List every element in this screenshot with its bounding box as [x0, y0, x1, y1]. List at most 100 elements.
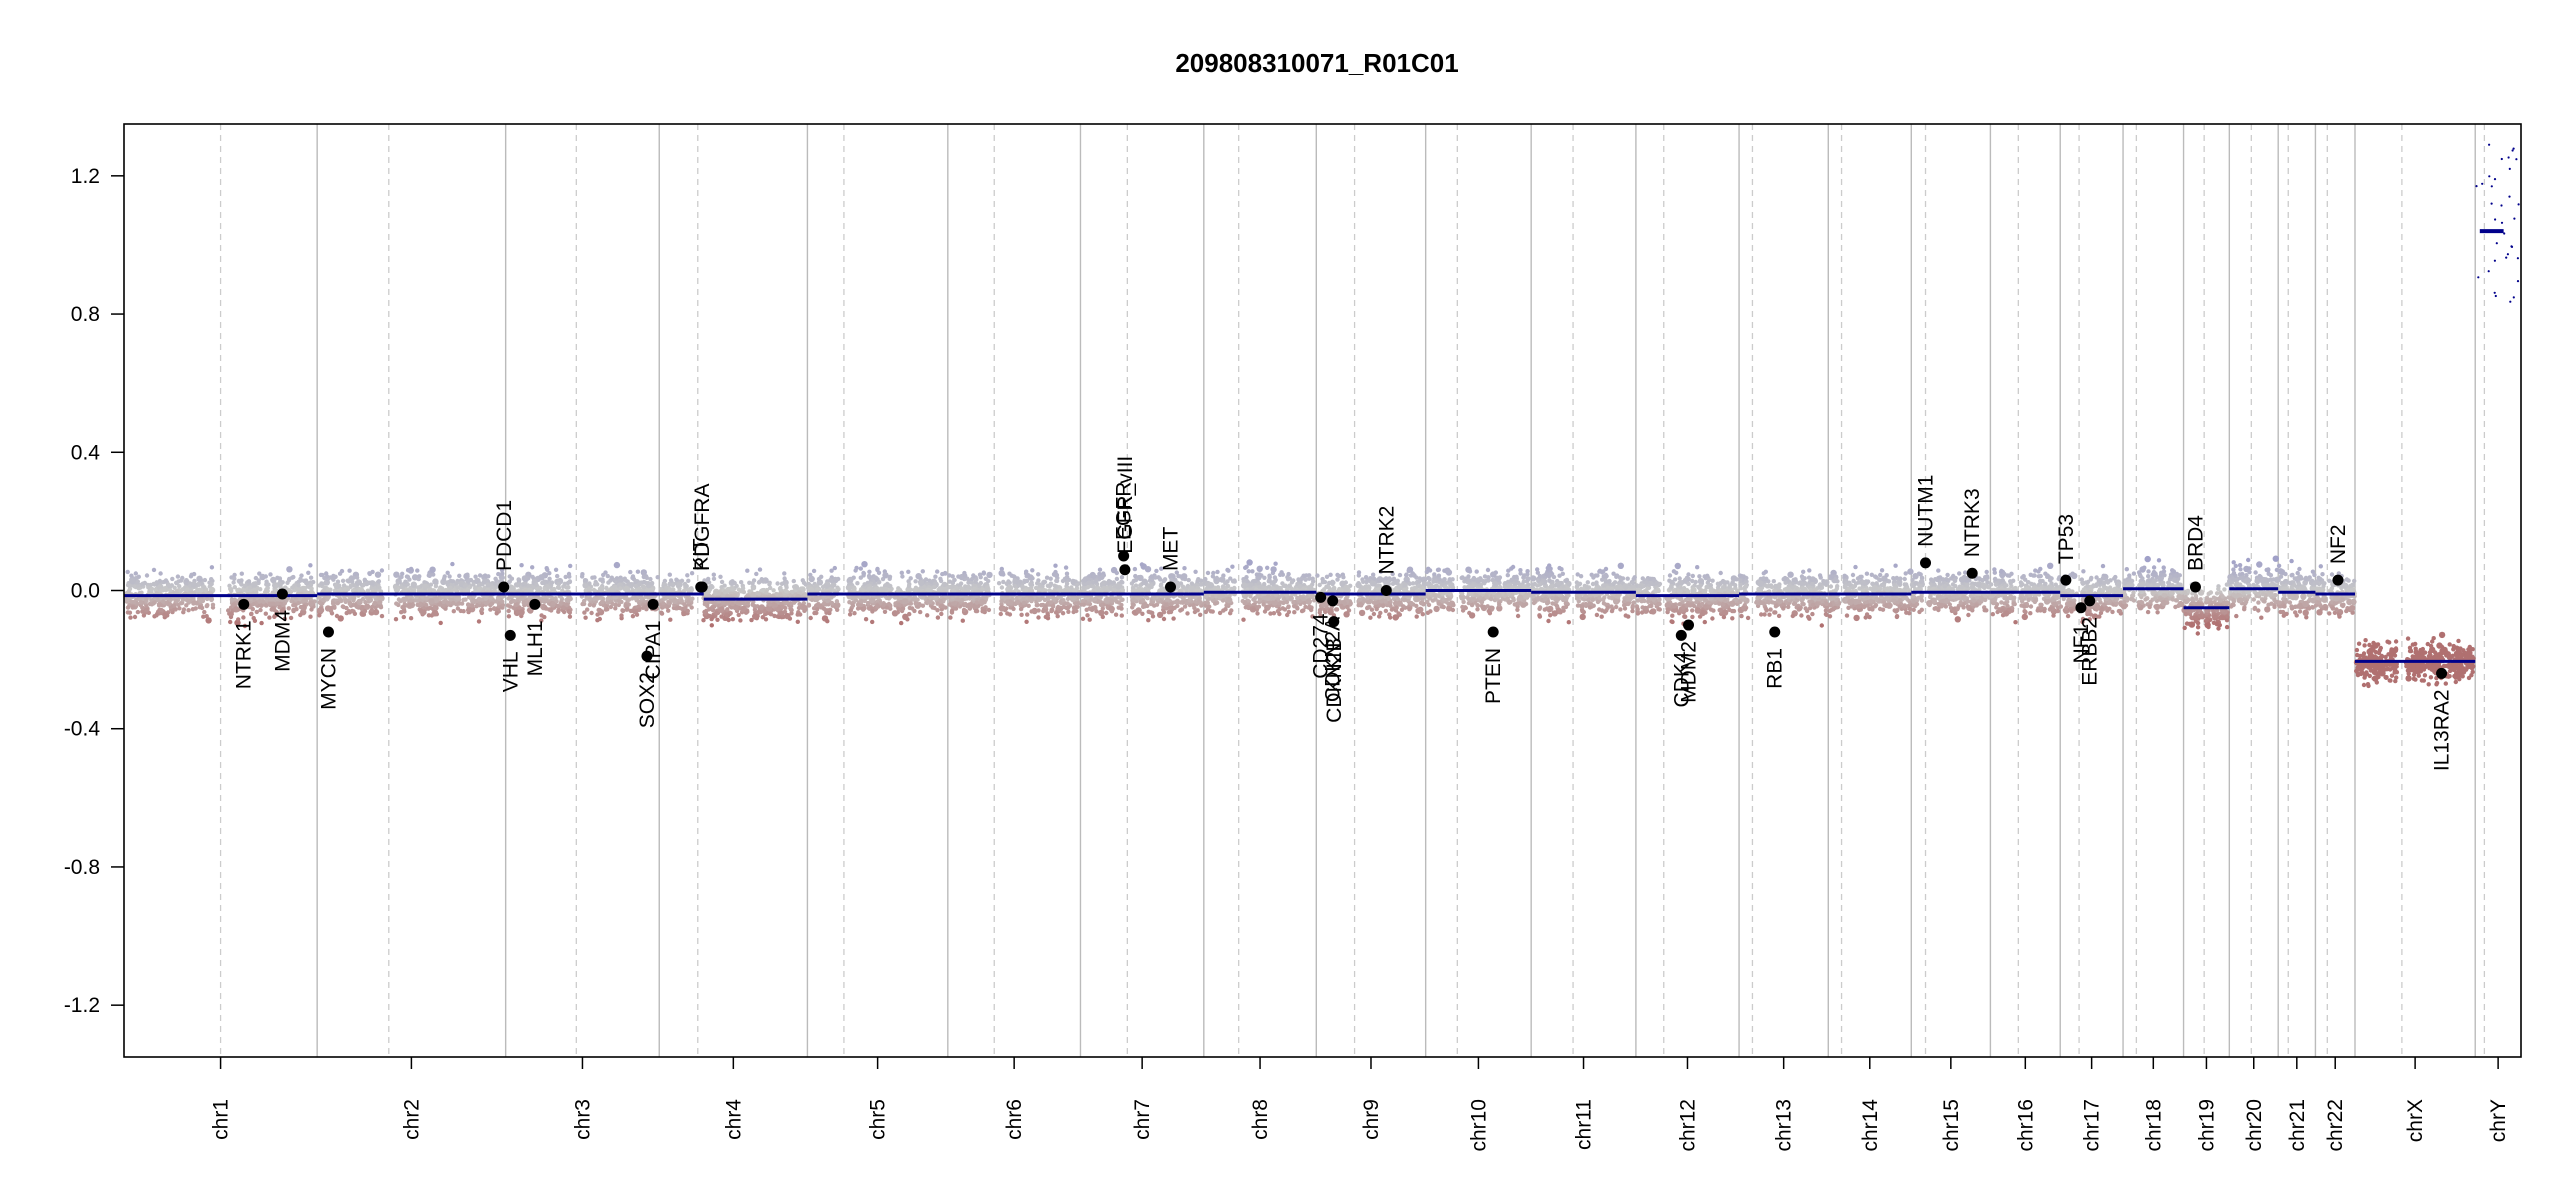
probe-point — [711, 572, 716, 577]
probe-point — [268, 572, 273, 577]
probe-point — [852, 611, 857, 616]
probe-point — [1135, 607, 1142, 614]
probe-point — [623, 578, 629, 583]
probe-point — [550, 601, 556, 606]
probe-point — [286, 606, 291, 611]
probe-point — [190, 581, 197, 588]
probe-point — [605, 607, 610, 612]
probe-point — [583, 578, 589, 583]
probe-point — [812, 610, 817, 616]
probe-point — [1251, 607, 1256, 613]
probe-point — [231, 580, 236, 585]
probe-point — [679, 598, 684, 604]
probe-point — [935, 569, 940, 574]
probe-point — [922, 584, 927, 590]
probe-point — [479, 607, 485, 612]
probe-point — [595, 612, 600, 617]
probe-point — [1291, 600, 1296, 605]
probe-point — [986, 607, 992, 613]
probe-point — [1196, 599, 1202, 605]
probe-point — [1019, 612, 1024, 617]
probe-point — [855, 602, 861, 607]
probe-point — [408, 598, 413, 603]
probe-point — [853, 568, 858, 573]
probe-point — [1189, 581, 1195, 586]
probe-point — [802, 592, 807, 597]
probe-point — [367, 571, 372, 576]
probe-point — [566, 609, 571, 614]
probe-point — [242, 623, 248, 629]
probe-point — [895, 610, 900, 615]
probe-point — [633, 596, 638, 601]
probe-point — [915, 597, 920, 602]
probe-point — [579, 574, 585, 579]
probe-point — [1163, 602, 1169, 608]
probe-point — [455, 585, 460, 590]
probe-point — [305, 580, 310, 586]
probe-point — [1052, 596, 1057, 601]
probe-point — [205, 603, 210, 608]
probe-point — [1230, 564, 1235, 569]
probe-point — [980, 609, 985, 614]
probe-point — [1262, 581, 1267, 587]
probe-point — [127, 583, 132, 588]
probe-point — [428, 598, 435, 605]
probe-point — [1301, 596, 1306, 602]
probe-point — [476, 582, 482, 588]
probe-point — [228, 586, 233, 592]
probe-point — [426, 573, 431, 578]
probe-point — [907, 595, 912, 601]
probe-point — [1241, 582, 1248, 589]
probe-point — [597, 586, 605, 593]
probe-point — [286, 566, 293, 573]
probe-point — [1018, 606, 1024, 612]
probe-point — [317, 600, 322, 605]
probe-point — [603, 570, 608, 575]
probe-point — [1065, 601, 1070, 606]
probe-point — [978, 575, 983, 580]
probe-point — [259, 620, 264, 626]
probe-point — [258, 607, 263, 613]
probe-point — [870, 609, 875, 614]
probe-point — [1060, 578, 1066, 584]
probe-point — [1114, 576, 1120, 582]
probe-point — [707, 613, 712, 619]
probe-point — [1042, 597, 1048, 603]
probe-point — [144, 598, 149, 604]
probe-point — [202, 577, 208, 583]
probe-point — [1193, 569, 1198, 574]
probe-point — [422, 583, 429, 591]
probe-point — [940, 604, 946, 609]
probe-point — [646, 595, 651, 600]
probe-point — [317, 607, 322, 613]
probe-point — [129, 578, 136, 585]
probe-point — [706, 607, 712, 612]
probe-point — [1417, 606, 1424, 613]
probe-point — [284, 598, 289, 603]
probe-point — [1271, 599, 1278, 606]
probe-point — [671, 597, 678, 605]
probe-point — [263, 590, 268, 595]
probe-point — [855, 581, 860, 586]
probe-point — [267, 615, 272, 620]
probe-point — [630, 582, 635, 587]
probe-point — [509, 576, 515, 581]
probe-point — [141, 613, 147, 618]
probe-point — [477, 597, 482, 602]
probe-point — [637, 586, 642, 591]
probe-point — [938, 576, 943, 581]
probe-point — [1178, 600, 1183, 605]
probe-point — [619, 613, 624, 618]
probe-point — [818, 604, 823, 609]
probe-point — [1194, 588, 1199, 593]
probe-point — [736, 612, 741, 618]
probe-point — [1191, 603, 1196, 608]
probe-point — [828, 578, 834, 583]
probe-point — [1080, 616, 1086, 621]
probe-point — [370, 589, 375, 594]
probe-point — [745, 609, 750, 614]
probe-point — [1282, 607, 1288, 612]
probe-point — [1205, 600, 1210, 605]
probe-point — [162, 612, 167, 617]
probe-point — [1265, 594, 1272, 601]
